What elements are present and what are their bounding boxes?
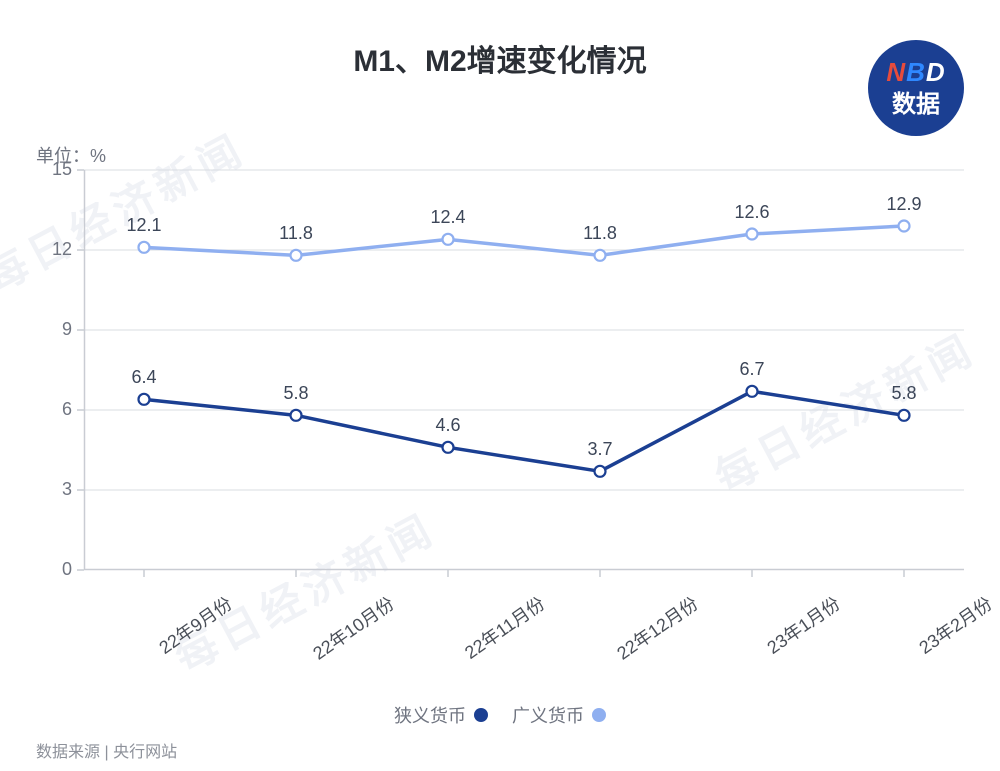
- x-tick-label: 22年9月份: [153, 590, 237, 660]
- y-tick-label: 9: [32, 319, 72, 340]
- x-tick-label: 23年2月份: [913, 590, 997, 660]
- x-tick-label: 22年11月份: [459, 590, 550, 664]
- x-tick-label: 22年10月份: [307, 590, 399, 665]
- legend-label: 广义货币: [512, 702, 584, 728]
- x-tick-label: 23年1月份: [761, 590, 845, 660]
- plot-svg: [84, 170, 964, 570]
- data-point-label: 12.4: [424, 207, 472, 228]
- legend-dot: [474, 708, 488, 722]
- chart-title: M1、M2增速变化情况: [0, 36, 1000, 80]
- data-point-label: 5.8: [880, 383, 928, 404]
- data-point-label: 12.1: [120, 215, 168, 236]
- plot-area: [84, 170, 964, 570]
- y-tick-label: 12: [32, 239, 72, 260]
- source-prefix: 数据来源 |: [36, 744, 113, 761]
- data-point-label: 4.6: [424, 415, 472, 436]
- data-point-label: 3.7: [576, 439, 624, 460]
- source-text: 央行网站: [113, 744, 177, 761]
- legend: 狭义货币 广义货币: [0, 702, 1000, 728]
- y-tick-label: 3: [32, 479, 72, 500]
- data-point-label: 6.7: [728, 359, 776, 380]
- data-point-label: 5.8: [272, 383, 320, 404]
- chart-canvas: 每日经济新闻每日经济新闻每日经济新闻 M1、M2增速变化情况 NBD 数据 单位…: [0, 0, 1000, 771]
- legend-item: 狭义货币: [394, 702, 488, 728]
- x-tick-label: 22年12月份: [611, 590, 703, 665]
- data-point-label: 11.8: [576, 223, 624, 244]
- data-point-label: 12.9: [880, 194, 928, 215]
- legend-label: 狭义货币: [394, 702, 466, 728]
- y-tick-label: 0: [32, 559, 72, 580]
- data-point-label: 11.8: [272, 223, 320, 244]
- nbd-badge: NBD 数据: [868, 40, 964, 136]
- legend-dot: [592, 708, 606, 722]
- data-source: 数据来源 | 央行网站: [36, 738, 177, 762]
- data-point-label: 6.4: [120, 367, 168, 388]
- y-tick-label: 6: [32, 399, 72, 420]
- y-tick-label: 15: [32, 159, 72, 180]
- data-point-label: 12.6: [728, 202, 776, 223]
- legend-item: 广义货币: [512, 702, 606, 728]
- badge-line2: 数据: [892, 84, 940, 119]
